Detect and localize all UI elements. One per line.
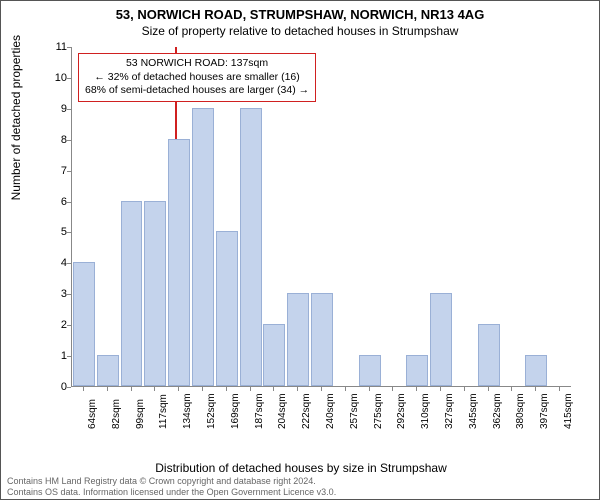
ytick-mark [67, 263, 71, 264]
xtick-label: 380sqm [515, 393, 526, 429]
annot-line1: 53 NORWICH ROAD: 137sqm [85, 57, 309, 71]
x-axis-label: Distribution of detached houses by size … [1, 461, 600, 475]
xtick-label: 292sqm [396, 393, 407, 429]
ytick-label: 11 [49, 41, 67, 53]
xtick-mark [369, 387, 370, 391]
title-line2: Size of property relative to detached ho… [1, 24, 599, 38]
xtick-label: 64sqm [87, 399, 98, 429]
xtick-label: 415sqm [563, 393, 574, 429]
xtick-label: 240sqm [325, 393, 336, 429]
xtick-label: 99sqm [135, 399, 146, 429]
y-axis-label: Number of detached properties [9, 35, 23, 200]
plot-area: 53 NORWICH ROAD: 137sqm ← 32% of detache… [71, 47, 571, 387]
ytick-mark [67, 47, 71, 48]
xtick-label: 134sqm [182, 393, 193, 429]
xtick-label: 327sqm [444, 393, 455, 429]
ytick-label: 2 [49, 319, 67, 331]
bar [430, 293, 452, 386]
xtick-label: 397sqm [539, 393, 550, 429]
xtick-mark [83, 387, 84, 391]
bar [121, 201, 143, 386]
ytick-label: 10 [49, 72, 67, 84]
xtick-mark [440, 387, 441, 391]
ytick-label: 7 [49, 165, 67, 177]
xtick-mark [488, 387, 489, 391]
ytick-mark [67, 171, 71, 172]
ytick-mark [67, 387, 71, 388]
ytick-label: 8 [49, 134, 67, 146]
xtick-mark [154, 387, 155, 391]
ytick-label: 9 [49, 103, 67, 115]
xtick-label: 222sqm [301, 393, 312, 429]
annot-line3: 68% of semi-detached houses are larger (… [85, 84, 309, 98]
xtick-label: 257sqm [349, 393, 360, 429]
chart-container: 53, NORWICH ROAD, STRUMPSHAW, NORWICH, N… [0, 0, 600, 500]
xtick-mark [226, 387, 227, 391]
annot-line2: ← 32% of detached houses are smaller (16… [85, 71, 309, 85]
xtick-label: 152sqm [206, 393, 217, 429]
xtick-label: 204sqm [277, 393, 288, 429]
bar [168, 139, 190, 386]
xtick-mark [511, 387, 512, 391]
bar [525, 355, 547, 386]
xtick-label: 310sqm [420, 393, 431, 429]
ytick-label: 4 [49, 257, 67, 269]
bar [359, 355, 381, 386]
ytick-mark [67, 294, 71, 295]
xtick-mark [416, 387, 417, 391]
title-line1: 53, NORWICH ROAD, STRUMPSHAW, NORWICH, N… [1, 7, 599, 22]
chart-area: 53 NORWICH ROAD: 137sqm ← 32% of detache… [51, 47, 571, 427]
xtick-label: 82sqm [111, 399, 122, 429]
xtick-mark [321, 387, 322, 391]
xtick-mark [535, 387, 536, 391]
ytick-mark [67, 109, 71, 110]
xtick-label: 275sqm [373, 393, 384, 429]
footer-line2: Contains OS data. Information licensed u… [7, 487, 336, 497]
xtick-mark [178, 387, 179, 391]
bar [192, 108, 214, 386]
ytick-label: 5 [49, 226, 67, 238]
xtick-mark [250, 387, 251, 391]
ytick-mark [67, 140, 71, 141]
bar [73, 262, 95, 386]
bar [406, 355, 428, 386]
xtick-mark [107, 387, 108, 391]
ytick-mark [67, 78, 71, 79]
bar [240, 108, 262, 386]
bar [311, 293, 333, 386]
xtick-mark [392, 387, 393, 391]
bar [478, 324, 500, 386]
bar [216, 231, 238, 386]
xtick-label: 117sqm [158, 394, 169, 429]
annotation-box: 53 NORWICH ROAD: 137sqm ← 32% of detache… [78, 53, 316, 102]
ytick-mark [67, 232, 71, 233]
bar [263, 324, 285, 386]
bar [144, 201, 166, 386]
xtick-mark [345, 387, 346, 391]
xtick-mark [297, 387, 298, 391]
xtick-mark [559, 387, 560, 391]
ytick-label: 0 [49, 381, 67, 393]
ytick-mark [67, 356, 71, 357]
xtick-mark [202, 387, 203, 391]
xtick-label: 345sqm [468, 393, 479, 429]
ytick-mark [67, 202, 71, 203]
xtick-mark [464, 387, 465, 391]
xtick-label: 362sqm [492, 393, 503, 429]
footer-line1: Contains HM Land Registry data © Crown c… [7, 476, 336, 486]
xtick-label: 169sqm [230, 393, 241, 429]
ytick-label: 1 [49, 350, 67, 362]
footer: Contains HM Land Registry data © Crown c… [7, 476, 336, 497]
ytick-mark [67, 325, 71, 326]
xtick-label: 187sqm [254, 393, 265, 429]
bar [287, 293, 309, 386]
ytick-label: 3 [49, 288, 67, 300]
bar [97, 355, 119, 386]
xtick-mark [273, 387, 274, 391]
xtick-mark [131, 387, 132, 391]
ytick-label: 6 [49, 196, 67, 208]
